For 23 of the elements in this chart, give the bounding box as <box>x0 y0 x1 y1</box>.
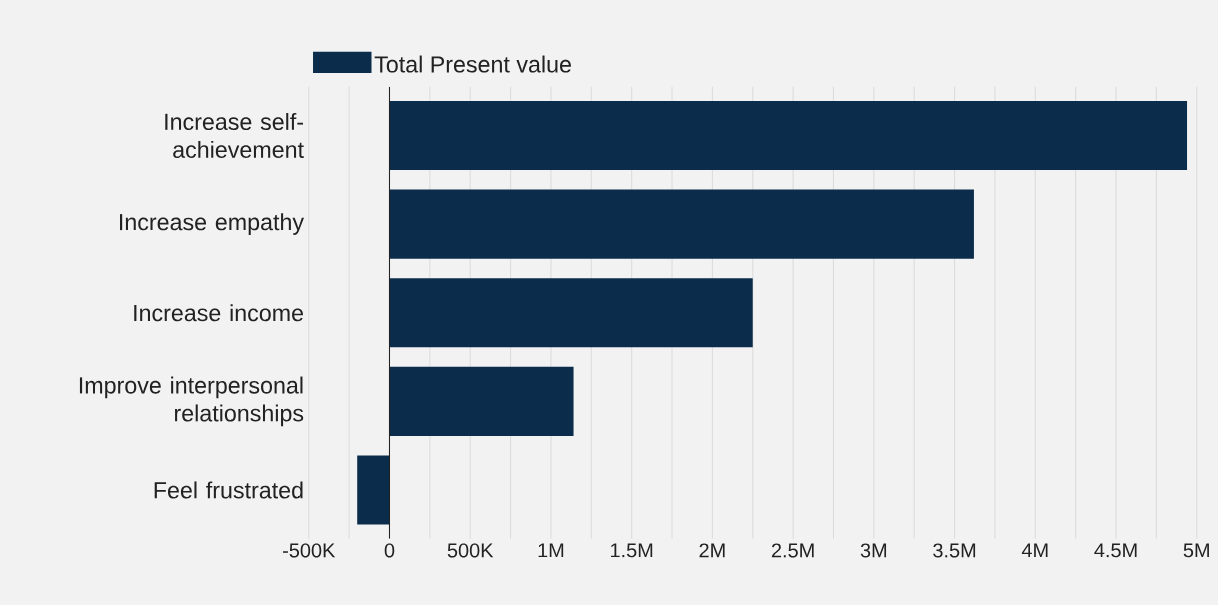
y-tick-label: Increase income <box>134 304 303 322</box>
y-tick-label: Improve interpersonal relationships <box>79 376 304 427</box>
x-tick-label: 3.5M <box>933 543 976 558</box>
bar <box>389 278 753 348</box>
x-tick-label: 4.5M <box>1094 543 1137 558</box>
x-tick-label: 500K <box>447 543 494 558</box>
x-tick-label: 1.5M <box>611 543 653 558</box>
bar <box>389 189 974 259</box>
x-tick-label: 0 <box>384 543 395 558</box>
x-tick-label: 1M <box>538 543 564 558</box>
x-tick-label: 2M <box>699 543 725 558</box>
x-tick-label: -500K <box>283 543 336 558</box>
bar <box>389 366 574 436</box>
legend-label: Total Present value <box>374 55 571 73</box>
y-tick-label: Increase self-achievement <box>165 112 304 158</box>
x-tick-label: 5M <box>1183 543 1209 558</box>
y-tick-label: Feel frustrated <box>154 481 303 499</box>
y-tick-label: Increase empathy <box>120 213 304 235</box>
bar <box>357 455 390 525</box>
x-tick-label: 4M <box>1021 543 1048 558</box>
x-tick-label: 2.5M <box>771 543 814 558</box>
x-tick-label: 3M <box>860 543 887 558</box>
bar <box>389 100 1188 170</box>
